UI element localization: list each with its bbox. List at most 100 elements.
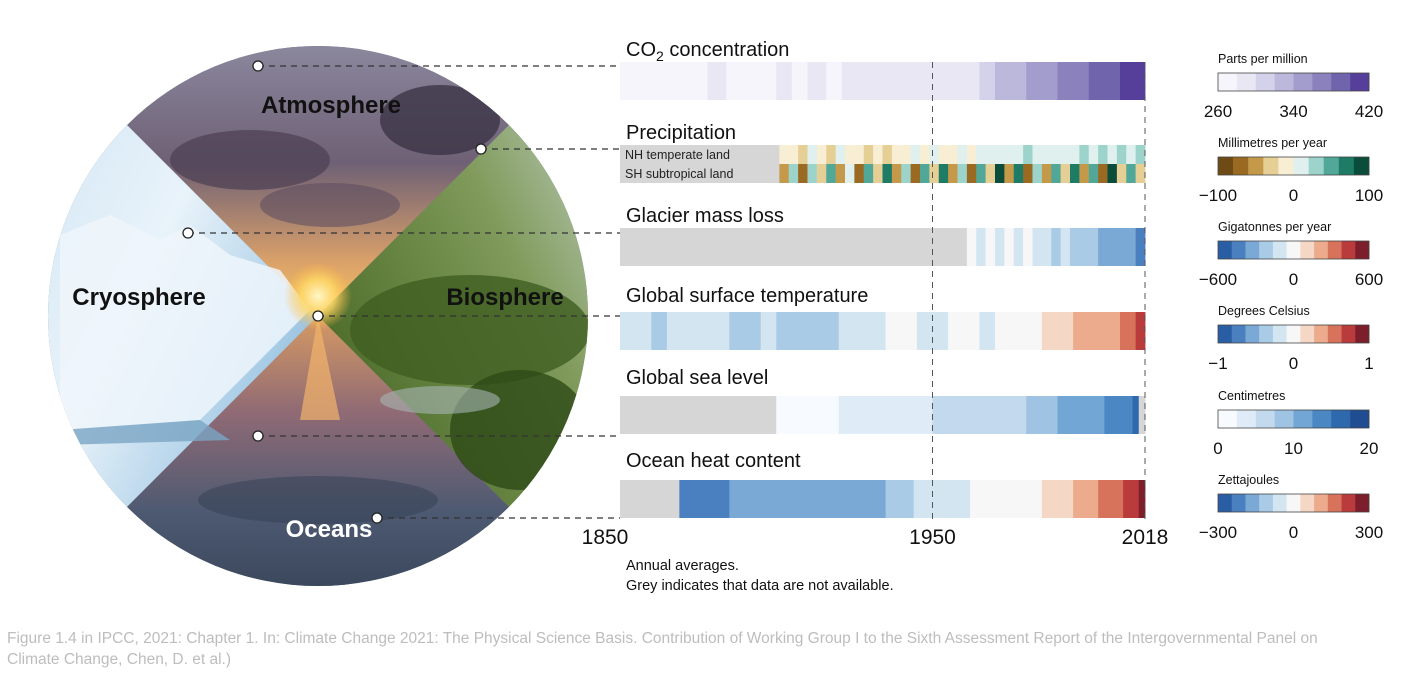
legend-swatch [1218, 73, 1238, 91]
legend-swatch [1218, 410, 1238, 428]
stripe-glacier-2 [976, 228, 987, 266]
legend-swatch [1341, 494, 1356, 512]
oceans-dot [371, 512, 383, 524]
stripe-glacier-15 [1098, 228, 1108, 266]
legend-swatch [1278, 157, 1294, 175]
stripe-precip-1-29 [1041, 164, 1052, 183]
stripe-co2-6 [726, 62, 743, 100]
sphere-label-atmosphere: Atmosphere [261, 92, 401, 119]
stripe-precip-0-21 [966, 145, 977, 164]
stripe-co2-16 [895, 62, 915, 100]
legend-tick: 0 [1289, 186, 1298, 205]
stripe-gst-22 [963, 312, 980, 350]
legend-4: Centimetres 0 10 20 [1213, 389, 1378, 458]
legend-tick: 600 [1355, 270, 1383, 289]
stripe-precip-1-4 [807, 164, 818, 183]
legend-tick: 0 [1289, 354, 1298, 373]
stripe-row-ohc: Ocean heat content [620, 450, 1146, 518]
stripe-precip-1-26 [1013, 164, 1024, 183]
legend-swatch [1218, 494, 1233, 512]
legend-tick: −600 [1199, 270, 1237, 289]
stripe-precip-1-9 [854, 164, 865, 183]
legend-swatch [1300, 325, 1315, 343]
stripe-ohc-0 [620, 480, 680, 518]
stripe-ohc-4 [838, 480, 887, 518]
stripe-gsl-11 [1088, 396, 1105, 434]
sphere-labels: Atmosphere Cryosphere Biosphere Oceans [72, 92, 563, 543]
legend-unit: Zettajoules [1218, 473, 1279, 487]
stripe-precip-0-26 [1013, 145, 1024, 164]
stripe-gst-7 [729, 312, 746, 350]
legend-swatch [1245, 494, 1260, 512]
legend-swatch [1327, 494, 1342, 512]
stripe-glacier-16 [1107, 228, 1118, 266]
stripe-co2-12 [826, 62, 843, 100]
stripe-glacier-5 [1004, 228, 1015, 266]
legend-swatch [1272, 241, 1287, 259]
stripe-co2-31 [1132, 62, 1146, 100]
legend-swatch [1350, 410, 1370, 428]
stripe-glacier-11 [1060, 228, 1071, 266]
stripe-ohc-13 [1098, 480, 1124, 518]
subrow-label-0: NH temperate land [625, 148, 730, 162]
stripe-precip-0-13 [891, 145, 902, 164]
legend-swatch [1312, 410, 1332, 428]
stripe-precip-0-38 [1126, 145, 1137, 164]
stripe-precip-0-24 [995, 145, 1005, 164]
legend-swatch [1327, 241, 1342, 259]
stripe-glacier-6 [1013, 228, 1024, 266]
legend-swatch [1331, 73, 1351, 91]
stripe-gst-9 [760, 312, 777, 350]
stripe-precip-0-30 [1051, 145, 1062, 164]
legend-swatch [1323, 157, 1340, 175]
stripe-precip-1-3 [798, 164, 808, 183]
legend-bar-border [1217, 72, 1370, 92]
stripe-precip-1-7 [835, 164, 846, 183]
stripe-precip-0-12 [882, 145, 893, 164]
legend-unit: Degrees Celsius [1218, 304, 1310, 318]
stripe-precip-0-31 [1060, 145, 1071, 164]
stripe-gst-17 [885, 312, 902, 350]
stripe-precip-1-1 [779, 164, 790, 183]
stripe-row-precip: Precipitation NH temperate land SH subtrop… [620, 122, 1146, 183]
stripe-gst-24 [995, 312, 1012, 350]
legend-swatch [1300, 494, 1315, 512]
biosphere-dot [475, 143, 487, 155]
sphere-label-oceans: Oceans [286, 516, 373, 543]
legend-tick: 1 [1364, 354, 1373, 373]
stripe-precip-0-8 [845, 145, 855, 164]
stripe-co2-2 [657, 62, 674, 100]
stripe-precip-1-36 [1107, 164, 1118, 183]
stripe-precip-0-19 [948, 145, 958, 164]
legend-swatch [1272, 325, 1287, 343]
stripe-co2-25 [1041, 62, 1058, 100]
stripe-precip-1-16 [920, 164, 930, 183]
legend-swatch [1255, 73, 1275, 91]
stripe-gsl-2 [807, 396, 840, 434]
stripe-co2-27 [1073, 62, 1090, 100]
legend-swatch [1255, 410, 1275, 428]
legend-swatch [1286, 325, 1301, 343]
legend-swatch [1248, 157, 1264, 175]
row-title-precip: Precipitation [626, 122, 736, 144]
legend-swatch [1236, 410, 1257, 428]
legend-swatch [1233, 157, 1249, 175]
stripe-precip-1-18 [938, 164, 949, 183]
legend-tick: −100 [1199, 186, 1237, 205]
stripe-precip-0-6 [826, 145, 837, 164]
stripe-glacier-3 [985, 228, 996, 266]
stripe-precip-1-12 [882, 164, 893, 183]
stripe-co2-7 [741, 62, 758, 100]
stripe-co2-17 [913, 62, 933, 100]
legend-tick: 0 [1213, 439, 1222, 458]
legend-swatch [1259, 241, 1274, 259]
stripe-ohc-12 [1073, 480, 1099, 518]
stripe-gsl-14 [1132, 396, 1140, 434]
stripe-glacier-13 [1079, 228, 1090, 266]
stripe-ohc-7 [938, 480, 971, 518]
legend-tick: 0 [1289, 270, 1298, 289]
stripe-co2-5 [707, 62, 727, 100]
legend-swatch [1236, 73, 1257, 91]
stripe-co2-11 [807, 62, 827, 100]
stripe-precip-1-21 [966, 164, 977, 183]
